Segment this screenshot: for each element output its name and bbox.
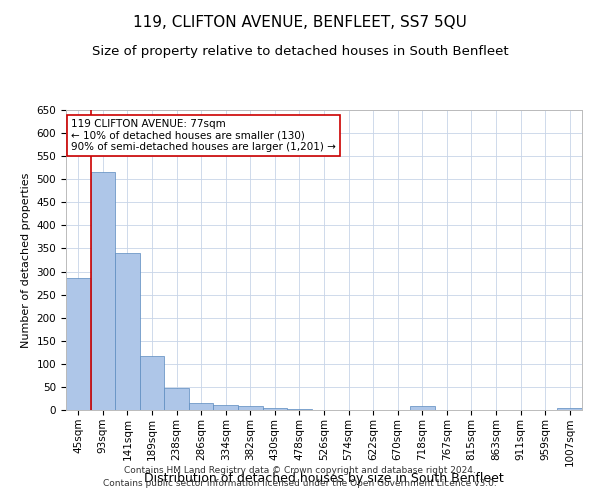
Bar xyxy=(66,278,91,410)
Bar xyxy=(164,388,189,410)
Bar xyxy=(410,406,434,410)
Bar xyxy=(557,408,582,410)
Bar xyxy=(214,406,238,410)
Bar xyxy=(115,253,140,410)
Y-axis label: Number of detached properties: Number of detached properties xyxy=(21,172,31,348)
Text: 119 CLIFTON AVENUE: 77sqm
← 10% of detached houses are smaller (130)
90% of semi: 119 CLIFTON AVENUE: 77sqm ← 10% of detac… xyxy=(71,119,336,152)
Bar xyxy=(140,356,164,410)
X-axis label: Distribution of detached houses by size in South Benfleet: Distribution of detached houses by size … xyxy=(144,472,504,484)
Text: Size of property relative to detached houses in South Benfleet: Size of property relative to detached ho… xyxy=(92,45,508,58)
Bar xyxy=(238,406,263,410)
Bar xyxy=(91,172,115,410)
Text: Contains HM Land Registry data © Crown copyright and database right 2024.
Contai: Contains HM Land Registry data © Crown c… xyxy=(103,466,497,487)
Bar xyxy=(263,408,287,410)
Text: 119, CLIFTON AVENUE, BENFLEET, SS7 5QU: 119, CLIFTON AVENUE, BENFLEET, SS7 5QU xyxy=(133,15,467,30)
Bar xyxy=(287,408,312,410)
Bar xyxy=(189,402,214,410)
